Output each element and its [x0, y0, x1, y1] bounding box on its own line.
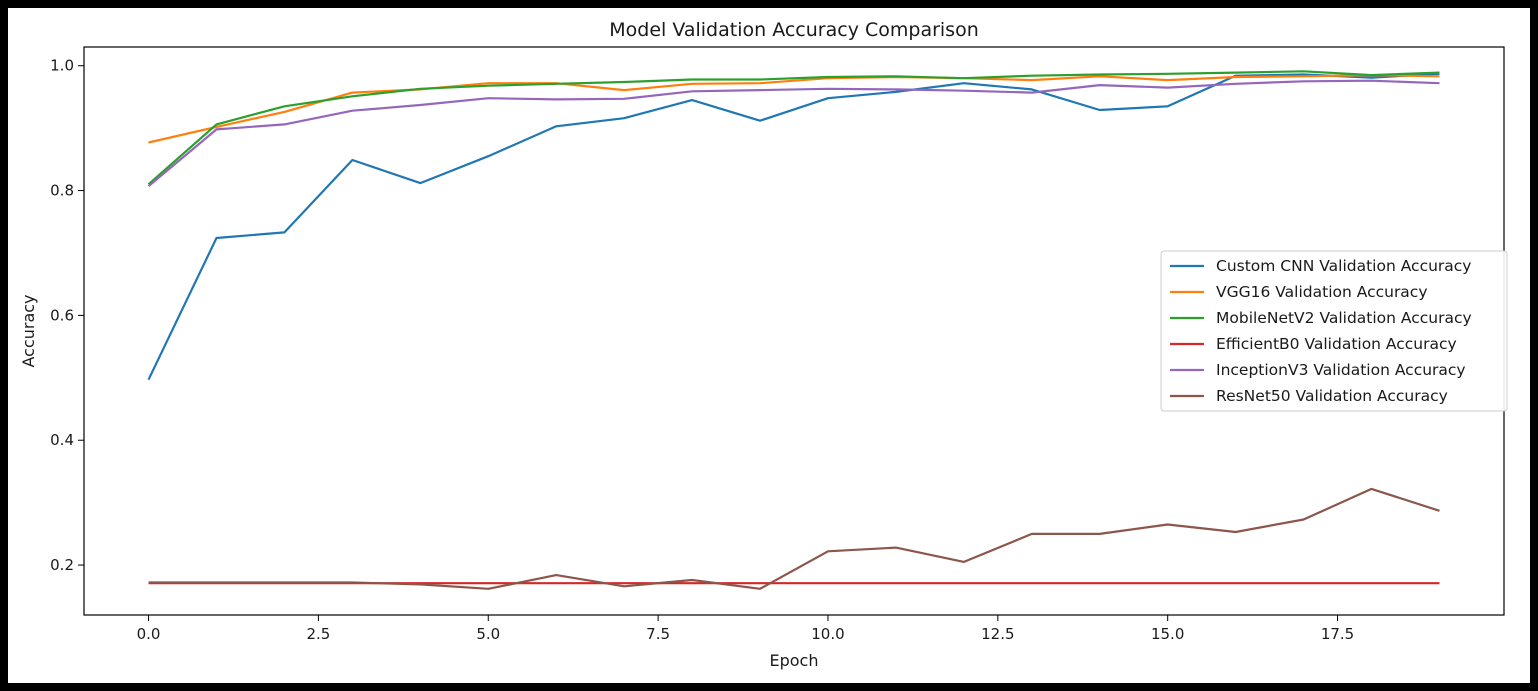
- y-tick-label: 1.0: [50, 57, 74, 75]
- y-tick-label: 0.6: [50, 306, 74, 324]
- chart-title: Model Validation Accuracy Comparison: [609, 19, 979, 41]
- legend-label-1: Custom CNN Validation Accuracy: [1216, 257, 1471, 275]
- x-tick-label: 12.5: [981, 625, 1014, 643]
- y-axis: 0.2 0.4 0.6 0.8 1.0: [50, 57, 84, 574]
- x-axis-label: Epoch: [770, 651, 819, 670]
- series-line-1: [147, 72, 1440, 381]
- legend-label-4: EfficientB0 Validation Accuracy: [1216, 335, 1457, 353]
- figure-canvas: Model Validation Accuracy Comparison 0.0…: [8, 8, 1530, 683]
- x-tick-label: 2.5: [306, 625, 330, 643]
- x-tick-label: 0.0: [137, 625, 161, 643]
- legend-label-2: VGG16 Validation Accuracy: [1216, 283, 1428, 301]
- y-axis-label: Accuracy: [19, 294, 38, 367]
- series-line-3: [147, 70, 1440, 186]
- y-tick-label: 0.8: [50, 182, 74, 200]
- y-tick-label: 0.4: [50, 431, 74, 449]
- x-tick-label: 15.0: [1151, 625, 1184, 643]
- series-line-6: [148, 487, 1440, 590]
- legend-label-5: InceptionV3 Validation Accuracy: [1216, 361, 1466, 379]
- x-tick-label: 10.0: [811, 625, 844, 643]
- line-chart: Model Validation Accuracy Comparison 0.0…: [19, 19, 1508, 670]
- legend-box: [1160, 250, 1508, 412]
- series-line-2: [148, 73, 1440, 144]
- series-line-5: [147, 79, 1440, 188]
- x-tick-label: 5.0: [476, 625, 500, 643]
- legend-label-3: MobileNetV2 Validation Accuracy: [1216, 309, 1472, 327]
- legend-label-6: ResNet50 Validation Accuracy: [1216, 387, 1448, 405]
- x-tick-label: 17.5: [1321, 625, 1354, 643]
- x-axis: 0.0 2.5 5.0 7.5 10.0 12.5 15.0 17.5: [137, 615, 1354, 643]
- x-tick-label: 7.5: [646, 625, 670, 643]
- y-tick-label: 0.2: [50, 556, 74, 574]
- legend: Custom CNN Validation Accuracy VGG16 Vali…: [1160, 250, 1508, 412]
